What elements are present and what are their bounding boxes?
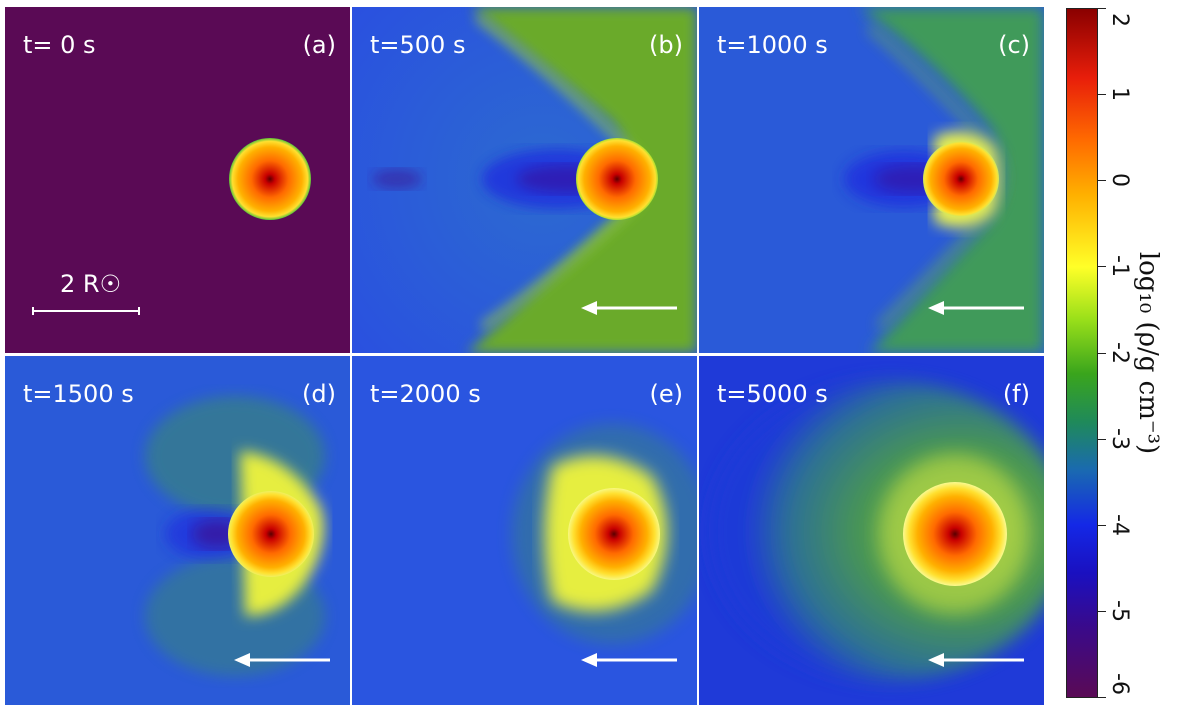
time-label: t=500 s (370, 31, 466, 59)
flow-direction-arrow (234, 653, 330, 667)
colorbar-tick (1098, 353, 1106, 354)
colorbar-tick (1098, 266, 1106, 267)
time-label: t=2000 s (370, 380, 481, 408)
density-field-b (352, 7, 697, 353)
panel-letter: (c) (998, 31, 1030, 59)
colorbar: 2 1 0 -1 -2 -3 -4 -5 -6 log₁₀ (ρ/g cm⁻³) (1066, 8, 1200, 708)
density-field-a (5, 7, 350, 353)
colorbar-tick-label: 0 (1107, 173, 1132, 187)
panel-a: t= 0 s (a) 2 R☉ (5, 7, 350, 353)
colorbar-tick-label: -1 (1107, 255, 1132, 277)
colorbar-tick-label: 1 (1107, 87, 1132, 101)
panel-d: t=1500 s (d) (5, 356, 350, 705)
panel-f: t=5000 s (f) (699, 356, 1044, 705)
time-label: t=1000 s (717, 31, 828, 59)
density-field-c (699, 7, 1044, 353)
colorbar-tick (1098, 439, 1106, 440)
panel-letter: (a) (302, 31, 336, 59)
panel-letter: (f) (1002, 380, 1030, 408)
flow-direction-arrow (581, 301, 677, 315)
colorbar-tick (1098, 8, 1106, 9)
panel-e: t=2000 s (e) (352, 356, 697, 705)
density-field-d (5, 356, 350, 705)
colorbar-tick (1098, 180, 1106, 181)
colorbar-tick-label: -4 (1107, 514, 1132, 536)
colorbar-tick-label: -2 (1107, 342, 1132, 364)
flow-direction-arrow (928, 301, 1024, 315)
panel-b: t=500 s (b) (352, 7, 697, 353)
flow-direction-arrow (581, 653, 677, 667)
colorbar-tick-label: -6 (1107, 673, 1132, 695)
density-field-e (352, 356, 697, 705)
scale-bar-label: 2 R☉ (60, 270, 122, 298)
panel-letter: (d) (302, 380, 336, 408)
panel-c: t=1000 s (c) (699, 7, 1044, 353)
colorbar-tick (1098, 94, 1106, 95)
flow-direction-arrow (928, 653, 1024, 667)
panel-grid: t= 0 s (a) 2 R☉ (5, 7, 1044, 707)
colorbar-tick-label: 2 (1107, 13, 1132, 27)
colorbar-tick-label: -3 (1107, 428, 1132, 450)
colorbar-gradient (1066, 8, 1098, 698)
time-label: t=5000 s (717, 380, 828, 408)
scale-bar-line (32, 307, 140, 315)
time-label: t=1500 s (23, 380, 134, 408)
panel-letter: (b) (649, 31, 683, 59)
colorbar-title: log₁₀ (ρ/g cm⁻³) (1133, 251, 1163, 455)
colorbar-tick (1098, 697, 1106, 698)
time-label: t= 0 s (23, 31, 96, 59)
panel-letter: (e) (649, 380, 684, 408)
colorbar-tick-label: -5 (1107, 600, 1132, 622)
colorbar-tick (1098, 611, 1106, 612)
density-field-f (699, 356, 1044, 705)
colorbar-tick (1098, 525, 1106, 526)
scale-bar: 2 R☉ (32, 270, 140, 315)
